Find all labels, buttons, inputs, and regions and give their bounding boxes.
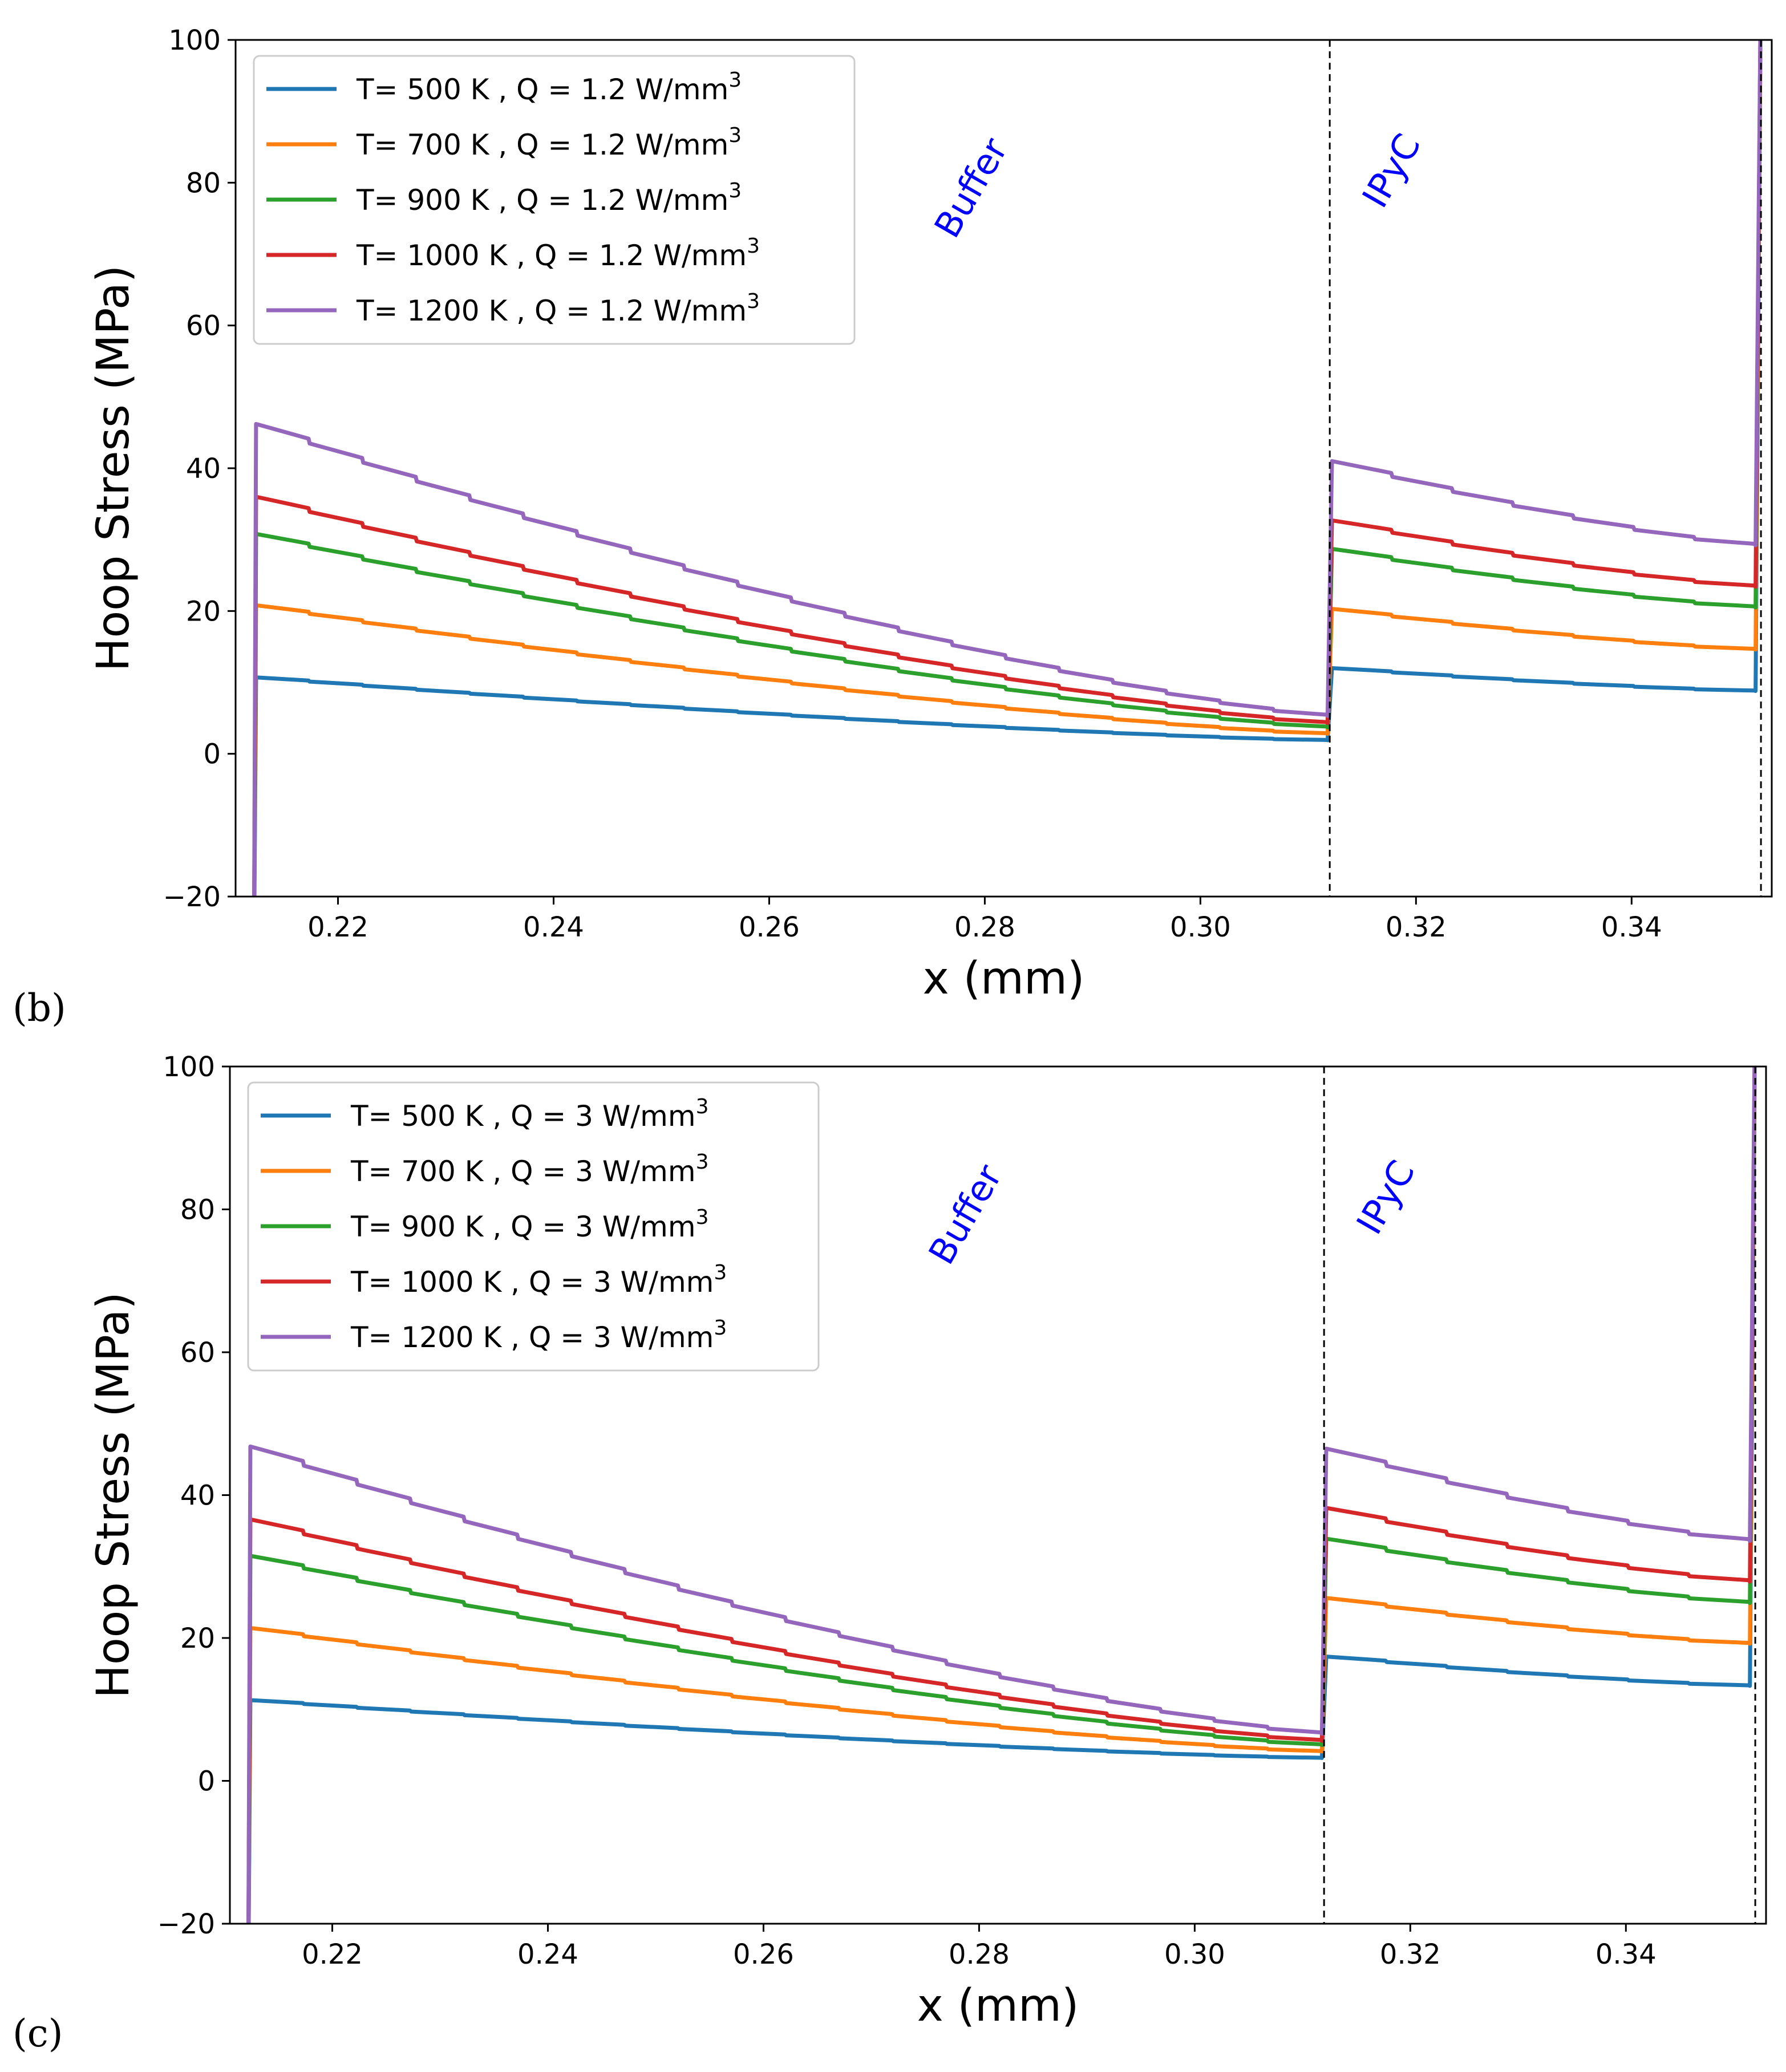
y-tick-label: 20 (186, 595, 221, 627)
legend-label-superscript: 3 (747, 234, 760, 258)
legend-label-superscript: 3 (714, 1316, 727, 1340)
legend-label-superscript: 3 (696, 1206, 709, 1229)
legend-label: T= 1000 K , Q = 1.2 W/mm3 (356, 234, 760, 272)
x-tick-label: 0.28 (954, 911, 1015, 943)
legend-label-text: T= 1000 K , Q = 1.2 W/mm (356, 239, 747, 272)
x-tick-label: 0.30 (1170, 911, 1231, 943)
region-label-buffer: Buffer (926, 131, 1016, 245)
region-label-buffer: Buffer (920, 1157, 1010, 1271)
y-tick-label: 100 (163, 1051, 215, 1083)
y-tick-label: 0 (203, 739, 221, 771)
legend-label: T= 500 K , Q = 1.2 W/mm3 (356, 68, 742, 106)
x-tick-label: 0.32 (1380, 1939, 1441, 1970)
x-tick-label: 0.34 (1595, 1939, 1657, 1970)
legend-label-superscript: 3 (714, 1261, 727, 1284)
x-tick-label: 0.26 (733, 1939, 794, 1970)
y-tick-label: −20 (157, 1908, 215, 1940)
y-tick-label: 0 (197, 1766, 215, 1798)
legend-label-text: T= 1200 K , Q = 1.2 W/mm (356, 294, 747, 327)
legend-label: T= 1200 K , Q = 1.2 W/mm3 (356, 290, 760, 327)
y-tick-label: 60 (186, 310, 221, 342)
x-tick-label: 0.28 (949, 1939, 1010, 1970)
series-line-3 (246, 1067, 1757, 1924)
y-tick-label: −20 (163, 881, 221, 913)
legend-label: T= 1000 K , Q = 3 W/mm3 (350, 1261, 727, 1299)
legend-label-superscript: 3 (728, 68, 742, 92)
y-tick-label: 20 (180, 1623, 215, 1655)
x-axis-title: x (mm) (923, 953, 1085, 1004)
legend-label-text: T= 500 K , Q = 3 W/mm (350, 1100, 696, 1133)
x-tick-label: 0.24 (523, 911, 584, 943)
series-line-1 (246, 1067, 1757, 1924)
region-label-ipyc: IPyC (1348, 1153, 1423, 1241)
legend-label-superscript: 3 (696, 1150, 709, 1174)
legend-label-text: T= 500 K , Q = 1.2 W/mm (356, 73, 728, 106)
y-tick-label: 40 (186, 453, 221, 485)
legend-label-text: T= 900 K , Q = 1.2 W/mm (356, 184, 728, 217)
legend-label: T= 1200 K , Q = 3 W/mm3 (350, 1316, 727, 1354)
x-tick-label: 0.22 (302, 1939, 363, 1970)
legend-label-text: T= 900 K , Q = 3 W/mm (350, 1210, 696, 1243)
legend-label-text: T= 700 K , Q = 3 W/mm (350, 1155, 696, 1188)
x-axis-title: x (mm) (917, 1980, 1079, 2032)
x-tick-label: 0.26 (739, 911, 800, 943)
series-line-4 (246, 1067, 1757, 1924)
x-tick-label: 0.30 (1164, 1939, 1225, 1970)
x-tick-label: 0.34 (1601, 911, 1662, 943)
legend-label-superscript: 3 (728, 179, 742, 202)
series-line-2 (246, 1067, 1757, 1924)
legend-label-text: T= 700 K , Q = 1.2 W/mm (356, 128, 728, 161)
y-axis-title: Hoop Stress (MPa) (88, 1292, 139, 1698)
panel-label-c: (c) (13, 2012, 63, 2055)
legend-label-text: T= 1200 K , Q = 3 W/mm (350, 1321, 714, 1354)
y-tick-label: 80 (186, 167, 221, 199)
chart-panel-1: 0.22 0.24 0.26 0.28 0.30 0.32 0.34 −20 0 20 40 60 80… (88, 1051, 1767, 2032)
series-line-4 (252, 40, 1763, 897)
legend-label: T= 900 K , Q = 3 W/mm3 (350, 1206, 708, 1243)
legend-label-superscript: 3 (747, 290, 760, 313)
series-line-0 (252, 40, 1763, 897)
y-axis-title: Hoop Stress (MPa) (88, 265, 139, 671)
legend-label-superscript: 3 (696, 1095, 709, 1118)
legend-label-superscript: 3 (728, 124, 742, 147)
legend-label: T= 700 K , Q = 3 W/mm3 (350, 1150, 708, 1188)
legend-box (253, 55, 856, 345)
series-line-2 (252, 40, 1763, 897)
y-tick-label: 40 (180, 1480, 215, 1512)
legend-label: T= 700 K , Q = 1.2 W/mm3 (356, 124, 742, 161)
y-tick-label: 80 (180, 1194, 215, 1226)
legend-box (247, 1081, 820, 1372)
series-line-3 (252, 40, 1763, 897)
x-tick-label: 0.22 (307, 911, 368, 943)
y-tick-label: 100 (168, 25, 221, 56)
series-line-1 (252, 40, 1763, 897)
y-tick-label: 60 (180, 1337, 215, 1369)
legend-label: T= 900 K , Q = 1.2 W/mm3 (356, 179, 742, 217)
panel-label-b: (b) (13, 986, 66, 1030)
legend-label-text: T= 1000 K , Q = 3 W/mm (350, 1266, 714, 1299)
series-line-0 (246, 1067, 1757, 1924)
x-tick-label: 0.24 (517, 1939, 578, 1970)
x-tick-label: 0.32 (1386, 911, 1447, 943)
legend-label: T= 500 K , Q = 3 W/mm3 (350, 1095, 708, 1133)
chart-panel-0: 0.22 0.24 0.26 0.28 0.30 0.32 0.34 −20 0 20 40 60 80… (88, 25, 1773, 1004)
region-label-ipyc: IPyC (1354, 127, 1429, 214)
